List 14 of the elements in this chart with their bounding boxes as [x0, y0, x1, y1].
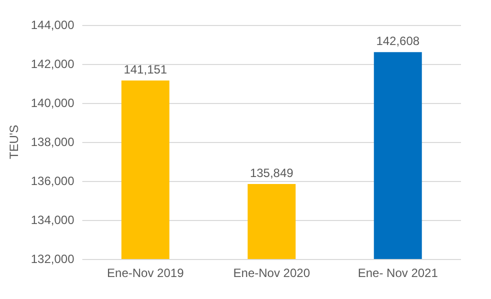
- y-axis-title: TEU'S: [7, 124, 21, 160]
- x-tick-label: Ene-Nov 2019: [107, 266, 184, 280]
- y-tick-label: 136,000: [30, 174, 75, 188]
- data-label: 141,151: [124, 62, 168, 77]
- x-tick-label: Ene- Nov 2021: [358, 266, 438, 280]
- data-label: 135,849: [250, 166, 294, 180]
- y-tick-label: 134,000: [30, 213, 75, 227]
- data-label: 142,608: [376, 34, 420, 48]
- y-tick-label: 142,000: [30, 57, 75, 71]
- x-tick-label: Ene-Nov 2020: [233, 266, 310, 280]
- y-tick-label: 144,000: [30, 18, 75, 32]
- y-tick-label: 140,000: [30, 96, 75, 110]
- y-tick-label: 132,000: [30, 252, 75, 266]
- y-tick-label: 138,000: [30, 135, 75, 149]
